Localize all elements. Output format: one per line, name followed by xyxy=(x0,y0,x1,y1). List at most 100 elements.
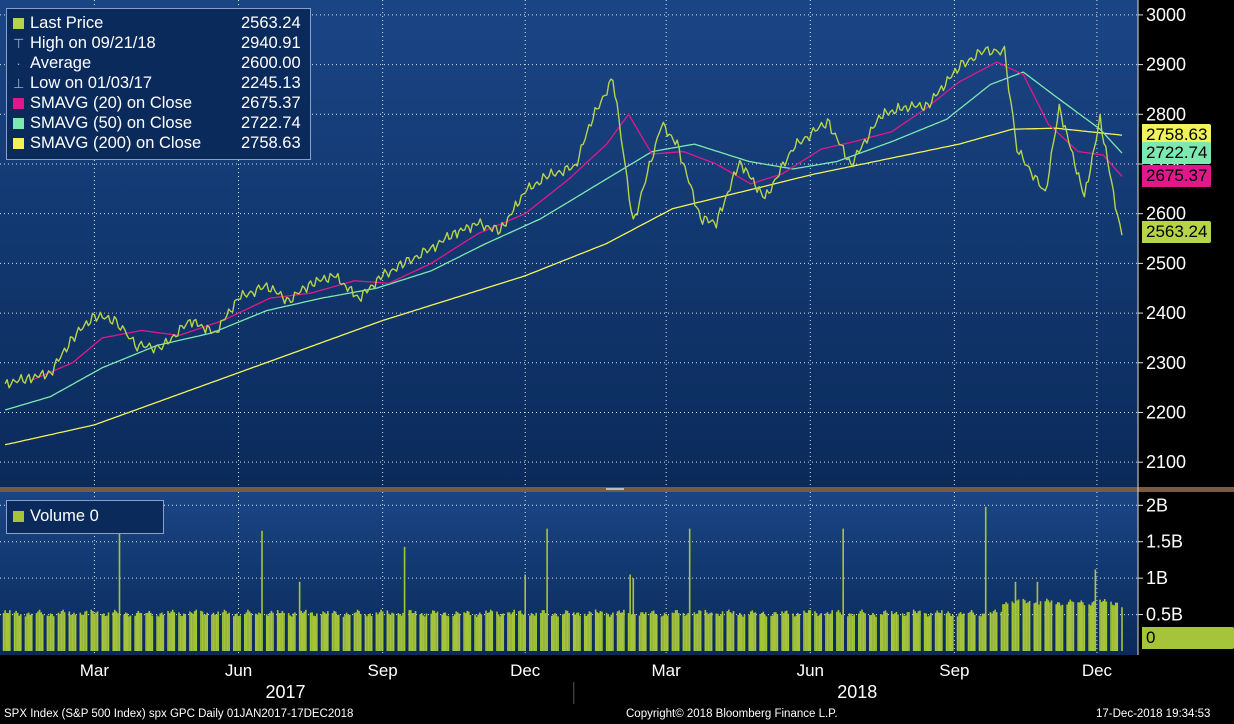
volume-bar xyxy=(51,613,53,651)
volume-bar xyxy=(784,611,787,651)
volume-bar xyxy=(970,609,973,651)
volume-bar xyxy=(85,610,88,651)
legend-item[interactable]: · Average 2600.00 xyxy=(13,53,300,73)
volume-bar xyxy=(879,614,882,651)
legend-item[interactable]: SMAVG (200) on Close 2758.63 xyxy=(13,133,301,153)
volume-bar xyxy=(118,532,121,651)
volume-bar xyxy=(568,613,570,651)
volume-bar xyxy=(348,614,351,651)
volume-bar xyxy=(259,613,262,651)
volume-bar xyxy=(278,613,281,651)
volume-bar xyxy=(572,612,575,651)
volume-bar xyxy=(737,614,740,651)
volume-bar xyxy=(612,612,614,651)
volume-bar xyxy=(124,612,127,651)
volume-bar xyxy=(905,615,907,651)
volume-bar xyxy=(115,611,118,651)
volume-bar xyxy=(546,528,548,651)
legend-item[interactable]: SMAVG (50) on Close 2722.74 xyxy=(13,113,301,133)
volume-bar xyxy=(919,610,921,651)
legend-swatch xyxy=(13,511,24,522)
volume-bar xyxy=(579,615,581,651)
volume-bar xyxy=(463,612,465,651)
volume-bar xyxy=(1000,611,1003,651)
legend-item[interactable]: ⊥ Low on 01/03/17 2245.13 xyxy=(13,73,301,93)
volume-bar xyxy=(367,614,370,651)
volume-bar xyxy=(159,613,162,651)
volume-bar xyxy=(1044,601,1047,651)
volume-bar xyxy=(408,610,411,651)
volume-bar xyxy=(962,613,965,651)
volume-bar xyxy=(818,614,821,651)
volume-bar xyxy=(30,613,33,651)
legend-item[interactable]: Volume 0 xyxy=(13,506,99,526)
volume-bar xyxy=(674,610,677,651)
volume-bar xyxy=(366,616,368,651)
volume-bar xyxy=(430,613,433,651)
volume-bar xyxy=(518,611,520,651)
volume-bar xyxy=(759,614,761,651)
volume-bar xyxy=(389,614,392,651)
volume-bar xyxy=(82,614,85,651)
volume-bar xyxy=(1027,602,1029,651)
volume-bar xyxy=(925,613,927,651)
volume-bar xyxy=(1067,601,1070,651)
volume-bar xyxy=(641,612,644,651)
volume-bar xyxy=(1105,601,1108,651)
volume-bar xyxy=(234,613,237,651)
volume-bar xyxy=(980,616,982,651)
volume-bar xyxy=(377,614,379,651)
volume-bar xyxy=(18,615,21,651)
volume-bar xyxy=(134,615,136,651)
legend-item[interactable]: ⊤ High on 09/21/18 2940.91 xyxy=(13,33,301,53)
volume-bar xyxy=(994,609,996,651)
volume-bar xyxy=(815,613,818,651)
volume-bar xyxy=(771,615,774,651)
volume-bar xyxy=(738,612,741,651)
volume-bar xyxy=(859,611,862,651)
volume-bar xyxy=(320,614,323,651)
high-icon: ⊤ xyxy=(13,36,25,51)
volume-bar xyxy=(908,612,910,651)
legend-item[interactable]: SMAVG (20) on Close 2675.37 xyxy=(13,93,301,113)
y-axis-background xyxy=(1138,0,1234,655)
volume-bar xyxy=(978,615,981,651)
volume-bar xyxy=(886,612,888,651)
volume-bar xyxy=(798,614,801,651)
volume-bar xyxy=(325,613,328,651)
x-tick-label: Sep xyxy=(368,661,398,680)
volume-bar xyxy=(59,613,61,651)
volume-bar xyxy=(928,615,931,651)
volume-bar xyxy=(814,611,816,651)
volume-bar xyxy=(107,612,110,651)
volume-bar xyxy=(292,613,295,651)
volume-bar xyxy=(333,610,335,651)
volume-bar xyxy=(693,612,696,651)
volume-bar xyxy=(748,614,750,651)
volume-bar xyxy=(753,612,755,651)
volume-bar xyxy=(444,612,447,651)
legend-value: 2600.00 xyxy=(241,54,301,72)
volume-bar xyxy=(555,615,558,651)
volume-bar xyxy=(726,611,729,651)
volume-bar xyxy=(68,611,71,651)
volume-bar xyxy=(751,610,754,651)
volume-bar xyxy=(729,612,732,651)
volume-bar xyxy=(356,609,359,651)
volume-bar xyxy=(912,609,915,651)
volume-bar xyxy=(204,614,207,651)
volume-bar xyxy=(513,609,516,651)
legend-label: High on 09/21/18 xyxy=(30,34,156,52)
volume-bar xyxy=(323,612,326,651)
legend-value: 2563.24 xyxy=(241,14,301,32)
volume-bar xyxy=(2,612,5,651)
volume-bar xyxy=(464,613,467,651)
volume-bar xyxy=(869,615,871,651)
volume-bar xyxy=(1094,569,1097,651)
volume-bar xyxy=(413,612,415,651)
volume-bar xyxy=(486,612,489,651)
legend-item[interactable]: Last Price 2563.24 xyxy=(13,13,301,33)
volume-bar xyxy=(436,611,439,651)
volume-bar xyxy=(370,615,373,651)
